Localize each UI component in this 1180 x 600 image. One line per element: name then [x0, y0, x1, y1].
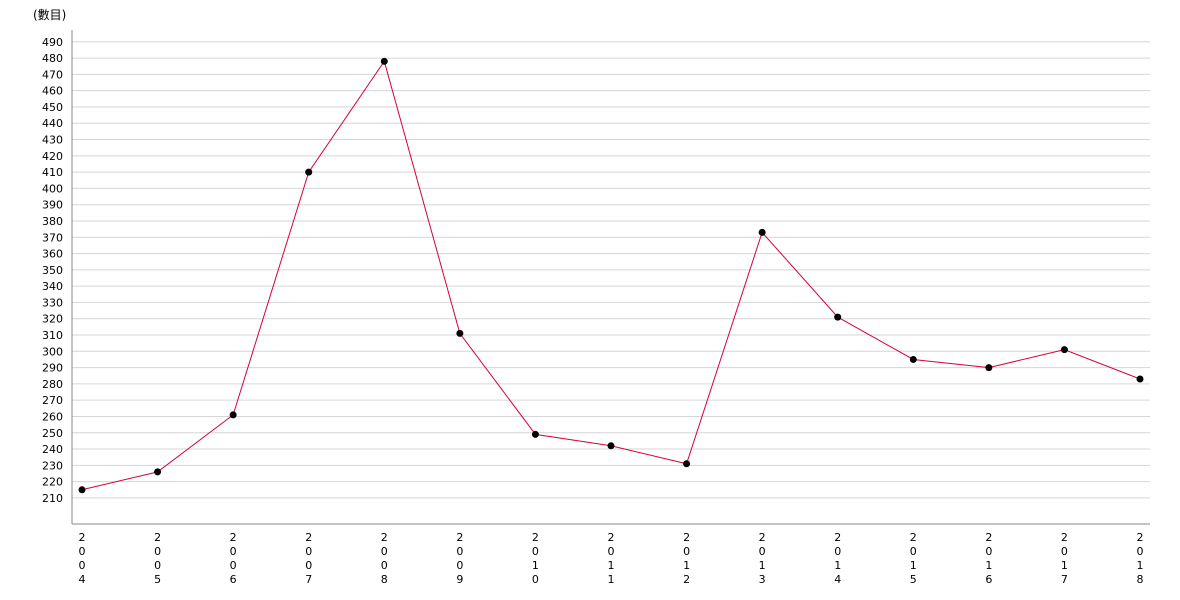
y-tick-label: 360: [42, 248, 63, 261]
y-tick-label: 210: [42, 492, 63, 505]
y-tick-label: 320: [42, 313, 63, 326]
y-tick-label: 490: [42, 36, 63, 49]
y-tick-label: 310: [42, 329, 63, 342]
data-points: [78, 57, 1144, 494]
data-point: [607, 442, 615, 450]
data-point: [909, 355, 917, 363]
y-tick-label: 280: [42, 378, 63, 391]
data-point: [456, 329, 464, 337]
y-tick-label: 350: [42, 264, 63, 277]
y-tick-label: 370: [42, 231, 63, 244]
y-tick-label: 300: [42, 345, 63, 358]
y-tick-label: 460: [42, 85, 63, 98]
y-tick-label: 380: [42, 215, 63, 228]
y-tick-label: 290: [42, 362, 63, 375]
data-point: [531, 430, 539, 438]
y-tick-label: 340: [42, 280, 63, 293]
y-tick-label: 250: [42, 427, 63, 440]
y-tick-label: 440: [42, 117, 63, 130]
series-line: [81, 60, 1141, 491]
y-tick-label: 220: [42, 476, 63, 489]
y-tick-label: 400: [42, 182, 63, 195]
data-point: [758, 228, 766, 236]
gridlines: [72, 41, 1150, 499]
data-point: [154, 468, 162, 476]
data-point: [985, 364, 993, 372]
series: [81, 60, 1141, 491]
y-tick-label: 450: [42, 101, 63, 114]
data-point: [1136, 375, 1144, 383]
x-tick-labels: 2 0 0 4 2 0 0 5 2 0 0 6 2 0 0 7 2 0 0 8 2 0 0 9 2 0 1 0 2 0 1 1 2 0 1 2 2 0 1 3…: [79, 531, 1144, 586]
data-point: [834, 313, 842, 321]
data-point: [78, 486, 86, 494]
data-point: [1060, 346, 1068, 354]
axes: [71, 30, 1150, 525]
y-tick-label: 270: [42, 394, 63, 407]
y-tick-label: 420: [42, 150, 63, 163]
data-point: [229, 411, 237, 419]
data-point: [305, 168, 313, 176]
y-axis-unit-label: (數目): [33, 8, 66, 22]
y-tick-labels: 210 220 230 240 250 260 270 280 290 300 310 320 330 3…: [42, 36, 63, 505]
data-point: [380, 57, 388, 65]
y-tick-label: 480: [42, 52, 63, 65]
y-tick-label: 240: [42, 443, 63, 456]
y-tick-label: 230: [42, 459, 63, 472]
data-point: [683, 460, 691, 468]
y-tick-label: 330: [42, 296, 63, 309]
y-tick-label: 390: [42, 199, 63, 212]
y-tick-label: 470: [42, 68, 63, 81]
y-tick-label: 430: [42, 134, 63, 147]
y-tick-label: 410: [42, 166, 63, 179]
y-tick-label: 260: [42, 410, 63, 423]
